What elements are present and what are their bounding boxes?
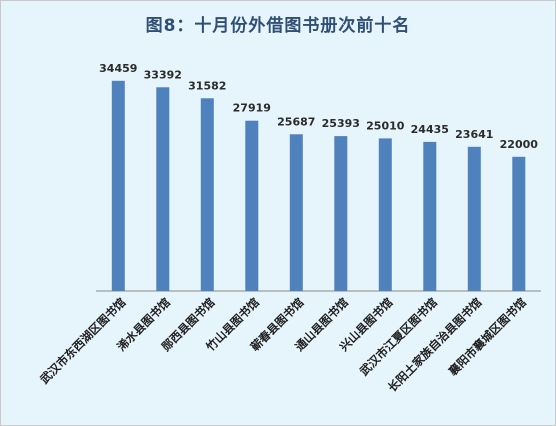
value-label-5: 25687	[277, 115, 315, 128]
bar-8	[423, 141, 437, 291]
value-label-9: 23641	[455, 128, 493, 141]
value-label-1: 34459	[99, 62, 137, 75]
category-label-8: 武汉市江夏区图书馆	[357, 295, 440, 378]
bar-10	[512, 156, 526, 291]
bar-7	[378, 138, 392, 291]
value-label-8: 24435	[411, 123, 449, 136]
category-label-1: 武汉市东西湖区图书馆	[37, 295, 129, 387]
bar-2	[156, 87, 170, 291]
value-label-10: 22000	[500, 138, 539, 151]
value-label-6: 25393	[322, 117, 360, 130]
value-label-3: 31582	[188, 79, 226, 92]
category-label-10: 襄阳市襄城区图书馆	[445, 295, 529, 379]
value-labels-group: 34459 33392 31582 27919 25687 25393 25010 24435…	[99, 62, 538, 151]
bar-6	[334, 136, 348, 291]
bars-group	[111, 80, 526, 291]
bar-5	[289, 134, 303, 291]
chart-title: 图8：十月份外借图书册次前十名	[145, 16, 411, 36]
value-label-4: 27919	[233, 102, 271, 115]
category-labels-group: 武汉市东西湖区图书馆浠水县图书馆郧西县图书馆竹山县图书馆蕲春县图书馆通山县图书馆…	[37, 295, 529, 395]
bar-4	[245, 120, 259, 291]
bar-9	[467, 146, 481, 291]
bar-1	[111, 80, 125, 291]
value-label-2: 33392	[144, 68, 182, 81]
value-label-7: 25010	[366, 119, 405, 132]
bar-3	[200, 98, 214, 291]
